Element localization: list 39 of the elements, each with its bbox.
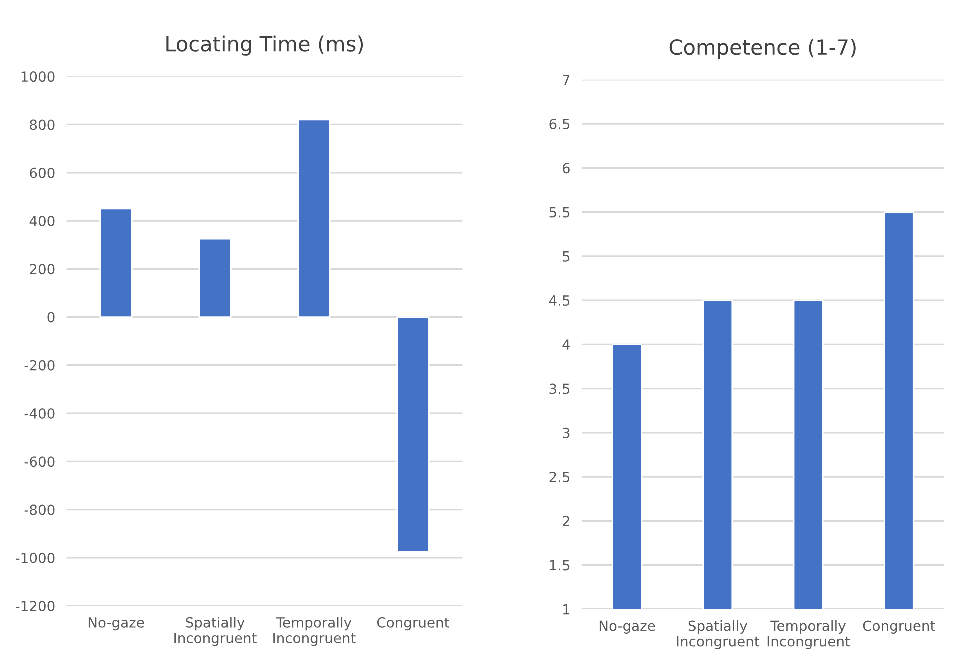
chart-title: Locating Time (ms) [166, 36, 364, 56]
y-tick-label: 0 [48, 312, 55, 323]
y-tick-label: -800 [24, 504, 55, 516]
y-tick-label: 4 [562, 340, 570, 350]
bar [198, 238, 232, 318]
bar [298, 119, 331, 318]
x-tick-label: Congruent [863, 620, 936, 634]
y-tick-label: 3.5 [550, 384, 570, 394]
y-tick-label: 1.5 [550, 560, 570, 571]
y-tick-label: -200 [24, 360, 55, 371]
y-tick-label: -400 [24, 408, 55, 419]
y-tick-label: -1000 [16, 552, 55, 564]
y-tick-label: 2 [563, 516, 570, 526]
x-tick-label: Spatially Incongruent [174, 617, 257, 646]
y-tick-label: 200 [30, 264, 55, 275]
y-tick-label: -600 [24, 456, 55, 468]
bar [396, 316, 430, 553]
y-tick-label: 1000 [22, 72, 55, 82]
y-tick-label: 7 [563, 75, 570, 86]
y-tick-label: 5 [563, 252, 570, 262]
y-tick-label: 1 [564, 604, 570, 615]
y-tick-label: -1200 [16, 601, 55, 612]
y-tick-label: 800 [30, 120, 55, 130]
y-tick-label: 6.5 [550, 119, 570, 130]
y-tick-label: 4.5 [549, 296, 570, 306]
y-tick-label: 5.5 [550, 207, 570, 218]
x-tick-label: Congruent [377, 617, 450, 631]
x-tick-label: Temporally Incongruent [768, 620, 850, 650]
y-tick-label: 600 [30, 168, 55, 178]
x-tick-label: No-gaze [88, 618, 144, 631]
y-tick-label: 6 [562, 163, 570, 174]
bar [100, 208, 133, 318]
chart-title: Competence (1-7) [670, 39, 856, 60]
y-tick-label: 2.5 [550, 472, 570, 482]
x-tick-label: Temporally Incongruent [274, 617, 356, 646]
y-tick-label: 3 [563, 428, 570, 438]
x-tick-label: No-gaze [600, 620, 656, 634]
y-tick-label: 400 [30, 216, 55, 226]
x-tick-label: Spatially Incongruent [677, 620, 760, 650]
